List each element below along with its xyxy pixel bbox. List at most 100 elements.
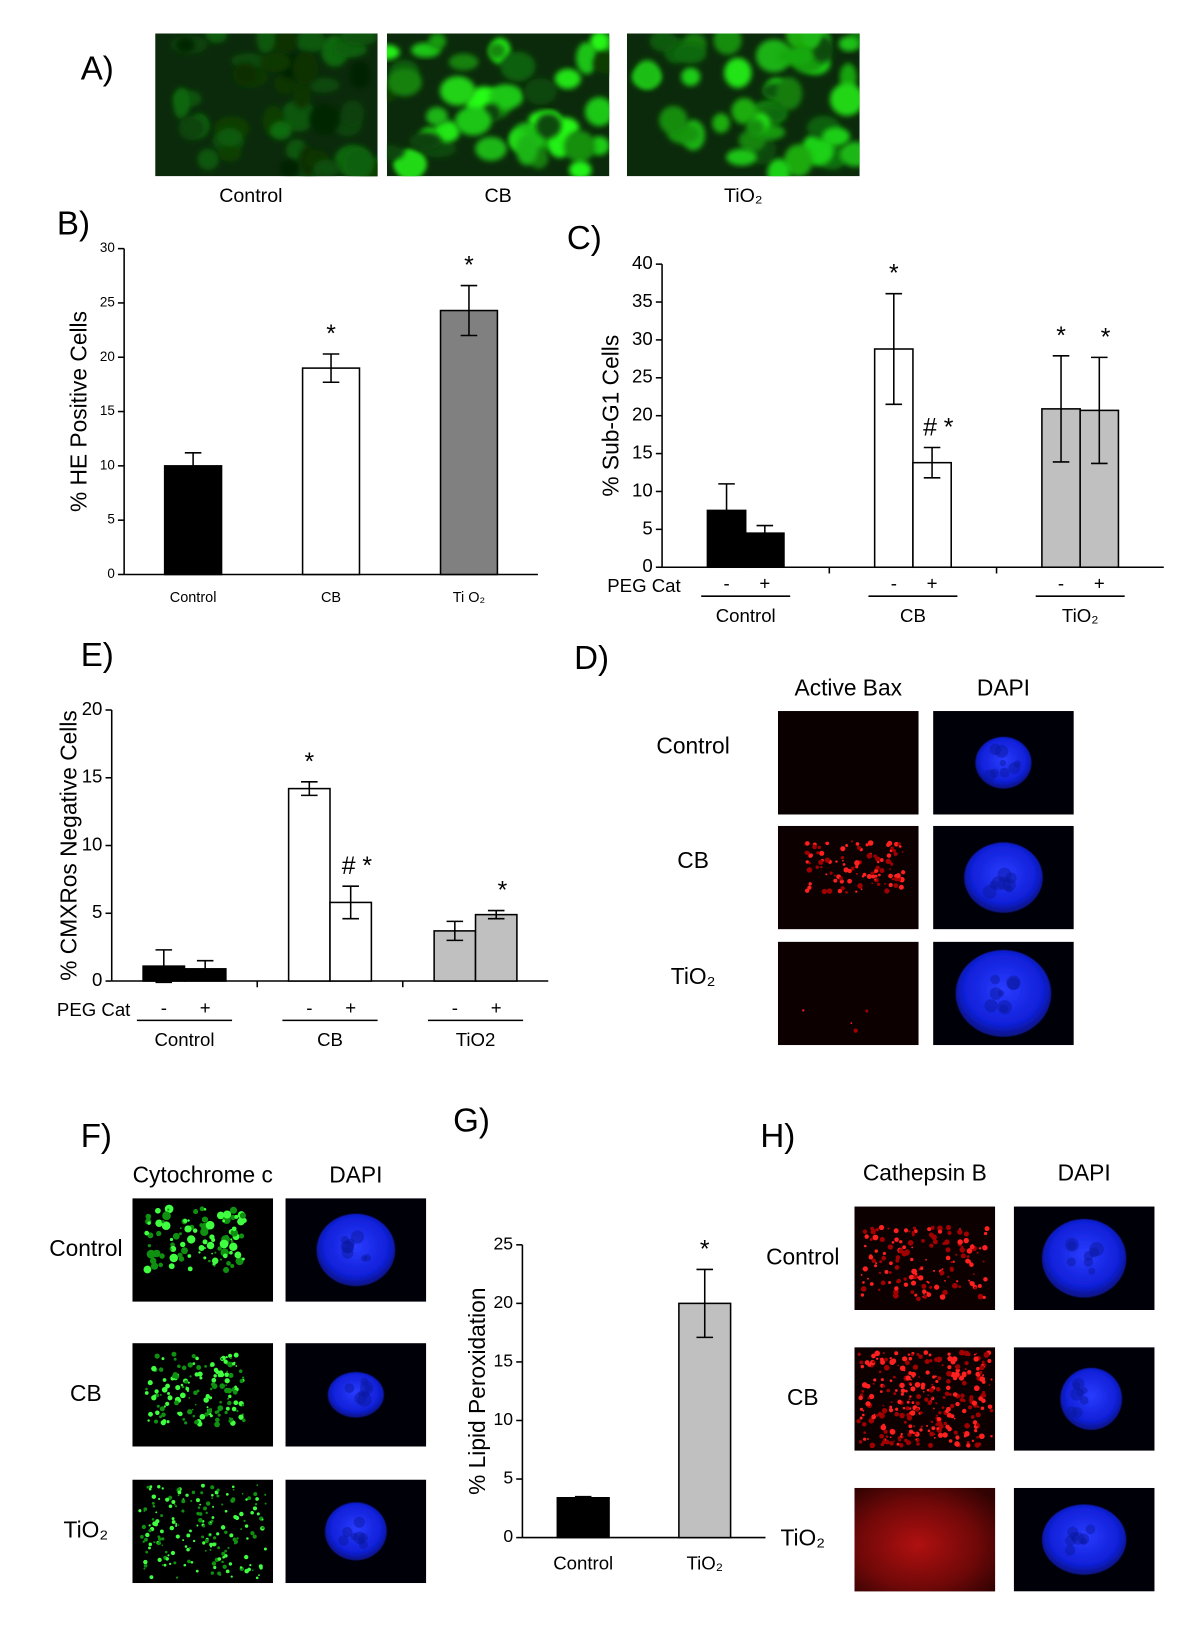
puncta — [226, 1370, 229, 1373]
puncta — [927, 1394, 930, 1397]
cell — [776, 77, 803, 110]
puncta — [935, 1379, 939, 1384]
puncta — [835, 860, 838, 863]
significance-label: * — [1101, 324, 1111, 351]
micrograph — [285, 1343, 427, 1447]
puncta — [140, 1535, 144, 1539]
chromatin — [1072, 1382, 1081, 1390]
chromatin — [1089, 1242, 1104, 1257]
puncta — [905, 1375, 911, 1381]
puncta — [879, 867, 885, 873]
puncta — [179, 1227, 182, 1230]
puncta — [893, 1289, 899, 1295]
puncta — [227, 1361, 234, 1368]
puncta — [933, 1407, 935, 1410]
puncta — [872, 1360, 875, 1364]
chromatin — [363, 1254, 371, 1262]
puncta — [209, 1548, 212, 1552]
puncta — [204, 1549, 207, 1552]
error-bar — [1052, 355, 1070, 463]
puncta — [909, 1410, 916, 1416]
column-header: Cathepsin B — [863, 1159, 987, 1185]
puncta — [232, 1488, 235, 1491]
puncta — [897, 1436, 901, 1440]
puncta — [192, 1539, 196, 1543]
puncta — [894, 877, 899, 882]
significance-label: * — [304, 749, 314, 776]
puncta — [919, 1411, 923, 1415]
puncta — [232, 1390, 238, 1395]
puncta — [204, 1538, 209, 1544]
puncta — [187, 1254, 192, 1258]
puncta — [163, 1563, 167, 1567]
chromatin — [338, 1535, 349, 1546]
puncta — [964, 1361, 969, 1366]
chromatin — [999, 767, 1010, 778]
puncta — [161, 1487, 164, 1490]
puncta — [238, 1369, 243, 1373]
puncta — [249, 1564, 252, 1567]
puncta — [177, 1494, 180, 1497]
puncta — [180, 1383, 184, 1387]
puncta — [911, 1401, 915, 1405]
puncta — [914, 1272, 918, 1276]
puncta — [859, 1407, 864, 1411]
puncta — [151, 1365, 157, 1372]
puncta — [924, 1397, 929, 1402]
puncta — [879, 1390, 883, 1394]
bar — [439, 309, 499, 576]
puncta — [162, 1378, 167, 1382]
puncta — [989, 1408, 994, 1413]
puncta — [911, 1353, 914, 1357]
cell — [584, 97, 610, 127]
puncta — [907, 1240, 914, 1246]
puncta — [904, 1438, 908, 1443]
puncta — [196, 1365, 202, 1370]
puncta — [253, 1492, 258, 1497]
y-tick-label: 25 — [494, 1233, 514, 1253]
puncta — [931, 1426, 936, 1431]
puncta — [238, 1414, 244, 1420]
puncta — [169, 1253, 179, 1263]
micrograph — [1013, 1206, 1155, 1310]
puncta — [864, 1234, 869, 1239]
puncta — [912, 1226, 917, 1230]
puncta — [161, 1386, 168, 1393]
puncta — [953, 1376, 958, 1381]
puncta — [802, 1009, 805, 1012]
puncta — [888, 882, 893, 888]
puncta — [228, 1417, 231, 1420]
puncta — [167, 1395, 173, 1401]
puncta — [863, 1437, 867, 1441]
cell — [386, 145, 405, 161]
puncta — [242, 1376, 245, 1379]
puncta — [886, 853, 892, 858]
error-bar — [696, 1268, 714, 1339]
puncta — [203, 1207, 207, 1211]
puncta — [221, 1551, 226, 1556]
puncta — [244, 1554, 249, 1560]
error-bar — [155, 949, 173, 984]
puncta — [166, 1420, 170, 1424]
puncta — [866, 873, 872, 879]
error-bar — [184, 452, 202, 480]
puncta — [842, 863, 846, 866]
puncta — [148, 1487, 152, 1491]
puncta — [864, 1244, 867, 1248]
puncta — [857, 845, 862, 850]
puncta — [909, 1395, 912, 1398]
puncta — [170, 1245, 177, 1252]
puncta — [939, 1270, 945, 1276]
puncta — [168, 1495, 173, 1500]
y-tick-label: 15 — [100, 403, 115, 418]
puncta — [230, 1575, 233, 1578]
significance-label: * — [700, 1236, 710, 1263]
puncta — [843, 867, 849, 873]
puncta — [172, 1232, 180, 1240]
puncta — [899, 1382, 905, 1389]
puncta — [880, 1378, 884, 1382]
puncta — [889, 868, 891, 871]
puncta — [155, 1410, 160, 1415]
puncta — [213, 1265, 216, 1267]
